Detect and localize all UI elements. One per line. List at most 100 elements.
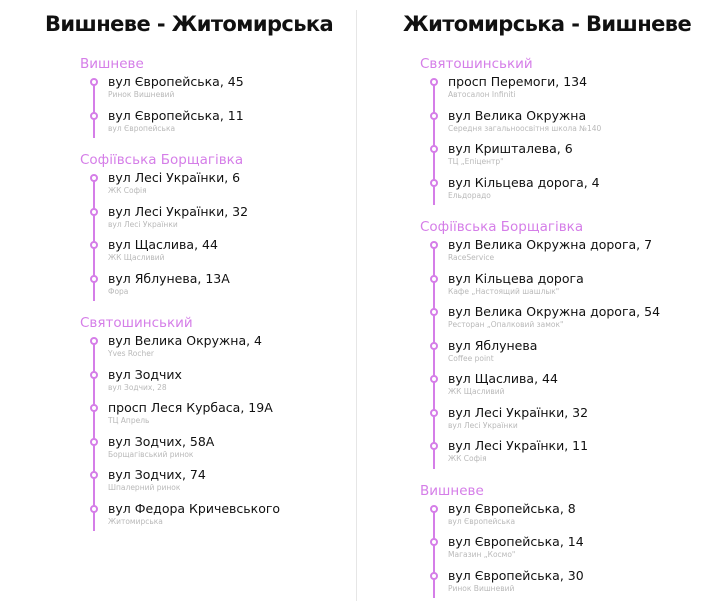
stop-landmark: Середня загальноосвітня школа №140 xyxy=(448,123,602,133)
stop-street: просп Перемоги, 134 xyxy=(448,74,588,89)
stop-list: просп Перемоги, 134 Автосалон Infiniti в… xyxy=(420,73,660,207)
stop-item: вул Лесі Українки, 6 ЖК Софія xyxy=(90,169,280,203)
stop-street: вул Велика Окружна xyxy=(448,107,587,123)
stop-landmark: ЖК Щасливий xyxy=(108,253,165,262)
district-title: Святошинський xyxy=(80,315,193,331)
stop-landmark: Coffee point xyxy=(448,353,494,363)
stop-street: вул Яблунева, 13А xyxy=(108,270,230,286)
district-section: Святошинський вул Велика Окружна, 4 Yves… xyxy=(80,314,280,533)
route-line xyxy=(93,340,95,531)
stop-dot-icon xyxy=(90,274,98,283)
route-sections: Святошинський просп Перемоги, 134 Автоса… xyxy=(420,55,660,611)
stop-street: просп Леся Курбаса, 19А xyxy=(108,400,273,415)
stop-dot-icon xyxy=(90,504,98,513)
stop-dot-icon xyxy=(430,538,438,546)
district-section: Софіївська Борщагівка вул Лесі Українки,… xyxy=(80,151,280,303)
stop-street: вул Щаслива, 44 xyxy=(108,237,218,252)
stop-dot-icon xyxy=(430,274,438,283)
stop-street: вул Зодчих, 58А xyxy=(108,433,215,449)
stop-list: вул Європейська, 45 Ринок Вишневий вул Є… xyxy=(80,73,280,140)
stop-item: вул Європейська, 8 вул Європейська xyxy=(430,500,660,534)
stop-street: вул Велика Окружна, 4 xyxy=(108,333,263,348)
stop-street: вул Лесі Українки, 32 xyxy=(108,203,249,219)
stop-landmark: Фора xyxy=(108,286,129,296)
stop-dot-icon xyxy=(90,437,98,446)
stop-landmark: ТЦ Апрель xyxy=(108,416,150,425)
route-line xyxy=(93,177,95,301)
stop-dot-icon xyxy=(430,341,438,350)
stop-street: вул Кільцева дорога, 4 xyxy=(448,174,600,190)
district-section: Святошинський просп Перемоги, 134 Автоса… xyxy=(420,55,660,207)
stop-dot-icon xyxy=(90,404,98,412)
district-section: Вишневе вул Європейська, 8 вул Європейсь… xyxy=(420,482,660,601)
stop-street: вул Велика Окружна дорога, 7 xyxy=(448,237,653,252)
stop-item: вул Велика Окружна дорога, 54 Ресторан „… xyxy=(430,303,661,337)
stop-street: вул Європейська, 14 xyxy=(448,534,584,549)
stop-landmark: Автосалон Infiniti xyxy=(448,90,516,99)
stop-landmark: ЖК Софія xyxy=(448,454,487,463)
stop-list: вул Лесі Українки, 6 ЖК Софія вул Лесі У… xyxy=(80,169,280,303)
stop-landmark: Ельдорадо xyxy=(448,190,491,200)
stop-item: вул Європейська, 11 вул Європейська xyxy=(90,107,280,141)
stop-dot-icon xyxy=(430,442,438,450)
route-title: Вишневе - Житомирська xyxy=(45,12,334,36)
stop-dot-icon xyxy=(90,337,98,345)
stop-landmark: ТЦ „Епіцентр" xyxy=(448,157,504,166)
stop-landmark: Кафе „Настоящий шашлык" xyxy=(448,286,560,296)
stop-street: вул Зодчих xyxy=(108,366,182,382)
stop-item: вул Лесі Українки, 11 ЖК Софія xyxy=(430,437,660,471)
stop-item: вул Кільцева дорога, 4 Ельдорадо xyxy=(430,174,660,208)
stop-street: вул Європейська, 11 xyxy=(108,107,244,123)
district-title: Вишневе xyxy=(420,482,484,499)
stop-dot-icon xyxy=(430,145,438,153)
stop-item: вул Велика Окружна Середня загальноосвіт… xyxy=(430,107,660,141)
stop-item: вул Кришталева, 6 ТЦ „Епіцентр" xyxy=(430,140,660,174)
stop-street: вул Європейська, 30 xyxy=(448,567,584,583)
stop-street: вул Велика Окружна дорога, 54 xyxy=(448,304,661,319)
district-title: Вишневе xyxy=(80,56,144,72)
stop-item: вул Щаслива, 44 ЖК Щасливий xyxy=(90,236,280,270)
stop-item: вул Лесі Українки, 32 вул Лесі Українки xyxy=(90,203,280,237)
stop-dot-icon xyxy=(90,78,98,86)
stop-street: вул Кільцева дорога xyxy=(448,270,584,286)
district-section: Софіївська Борщагівка вул Велика Окружна… xyxy=(420,218,660,471)
stop-item: вул Федора Кричевського Житомирська xyxy=(90,500,280,534)
stop-dot-icon xyxy=(430,178,438,187)
stop-dot-icon xyxy=(90,207,98,216)
stop-dot-icon xyxy=(430,504,438,513)
stop-street: вул Яблунева xyxy=(448,337,538,353)
route-line xyxy=(433,81,435,205)
stop-street: вул Зодчих, 74 xyxy=(108,467,206,482)
stop-street: вул Лесі Українки, 32 xyxy=(448,404,589,420)
stop-item: вул Зодчих, 58А Борщагівський ринок xyxy=(90,433,280,467)
stop-item: просп Перемоги, 134 Автосалон Infiniti xyxy=(430,73,660,107)
stop-dot-icon xyxy=(90,471,98,479)
stop-list: вул Велика Окружна, 4 Yves Rocher вул Зо… xyxy=(80,332,280,533)
stop-landmark: Шпалерний ринок xyxy=(108,483,181,492)
stop-dot-icon xyxy=(430,571,438,580)
stop-landmark: вул Лесі Українки xyxy=(448,420,518,430)
stop-landmark: RaceService xyxy=(448,253,495,262)
route-title: Житомирська - Вишневе xyxy=(403,12,692,36)
stop-item: вул Велика Окружна дорога, 7 RaceService xyxy=(430,236,660,270)
stop-dot-icon xyxy=(430,375,438,383)
route-sections: Вишневе вул Європейська, 45 Ринок Вишнев… xyxy=(80,55,280,544)
district-title: Софіївська Борщагівка xyxy=(420,219,584,235)
stop-item: вул Європейська, 45 Ринок Вишневий xyxy=(90,73,280,107)
stop-landmark: вул Зодчих, 28 xyxy=(108,382,167,392)
district-section: Вишневе вул Європейська, 45 Ринок Вишнев… xyxy=(80,55,280,140)
stop-dot-icon xyxy=(90,241,98,249)
stop-landmark: Ринок Вишневий xyxy=(448,583,515,593)
stop-street: вул Лесі Українки, 11 xyxy=(448,438,589,453)
stop-dot-icon xyxy=(430,408,438,417)
stop-item: вул Європейська, 30 Ринок Вишневий xyxy=(430,567,660,601)
stop-landmark: Ринок Вишневий xyxy=(108,90,175,99)
route-line xyxy=(433,507,435,598)
stop-landmark: Магазин „Космо" xyxy=(448,550,516,559)
stop-dot-icon xyxy=(430,78,438,86)
stop-dot-icon xyxy=(430,241,438,249)
stop-landmark: ЖК Щасливий xyxy=(448,387,505,396)
district-title: Святошинський xyxy=(420,56,533,72)
stop-street: вул Європейська, 8 xyxy=(448,500,576,516)
stop-item: вул Велика Окружна, 4 Yves Rocher xyxy=(90,332,280,366)
